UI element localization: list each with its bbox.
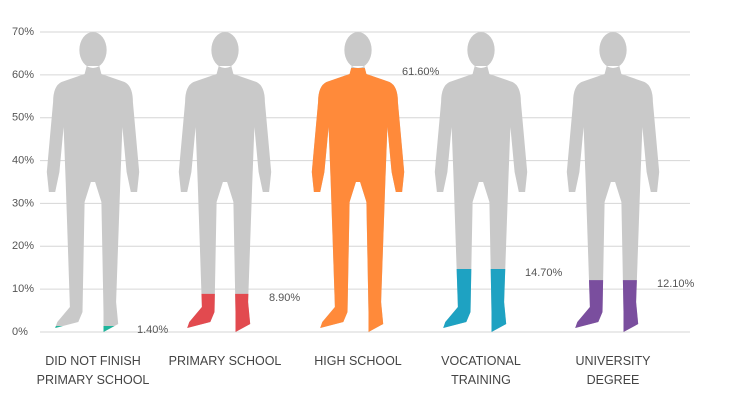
x-tick-label: UNIVERSITY DEGREE [575,354,651,387]
value-label: 14.70% [525,267,563,279]
figure-fill [55,326,115,332]
y-tick-label: 10% [12,283,34,295]
figure-fill [443,269,507,332]
value-label: 61.60% [402,66,440,78]
x-tick-label: HIGH SCHOOL [314,354,402,368]
silhouette [187,293,251,332]
value-label: 1.40% [137,324,168,336]
y-tick-label: 60% [12,69,34,81]
figure-fill [575,280,639,332]
figure-base [566,32,660,332]
value-label: 12.10% [657,278,695,290]
silhouette [46,32,140,332]
silhouette [575,280,639,332]
figure-fill [187,293,251,332]
figure-fill [311,68,405,332]
figure-base [434,32,528,332]
y-tick-label: 20% [12,240,34,252]
figure-base [46,32,140,332]
silhouette [566,32,660,332]
silhouette [55,326,115,332]
x-tick-label: PRIMARY SCHOOL [168,354,282,368]
x-tick-label: VOCATIONAL TRAINING [441,354,521,387]
y-tick-label: 50% [12,112,34,124]
silhouette [434,32,528,332]
silhouette [178,32,272,332]
figure-base [178,32,272,332]
y-tick-label: 0% [12,326,28,338]
value-label: 8.90% [269,292,300,304]
silhouette [443,269,507,332]
silhouette [311,68,405,332]
x-tick-label: DID NOT FINISH PRIMARY SCHOOL [36,354,150,387]
y-tick-label: 40% [12,154,34,166]
y-tick-label: 30% [12,197,34,209]
y-tick-label: 70% [12,26,34,38]
